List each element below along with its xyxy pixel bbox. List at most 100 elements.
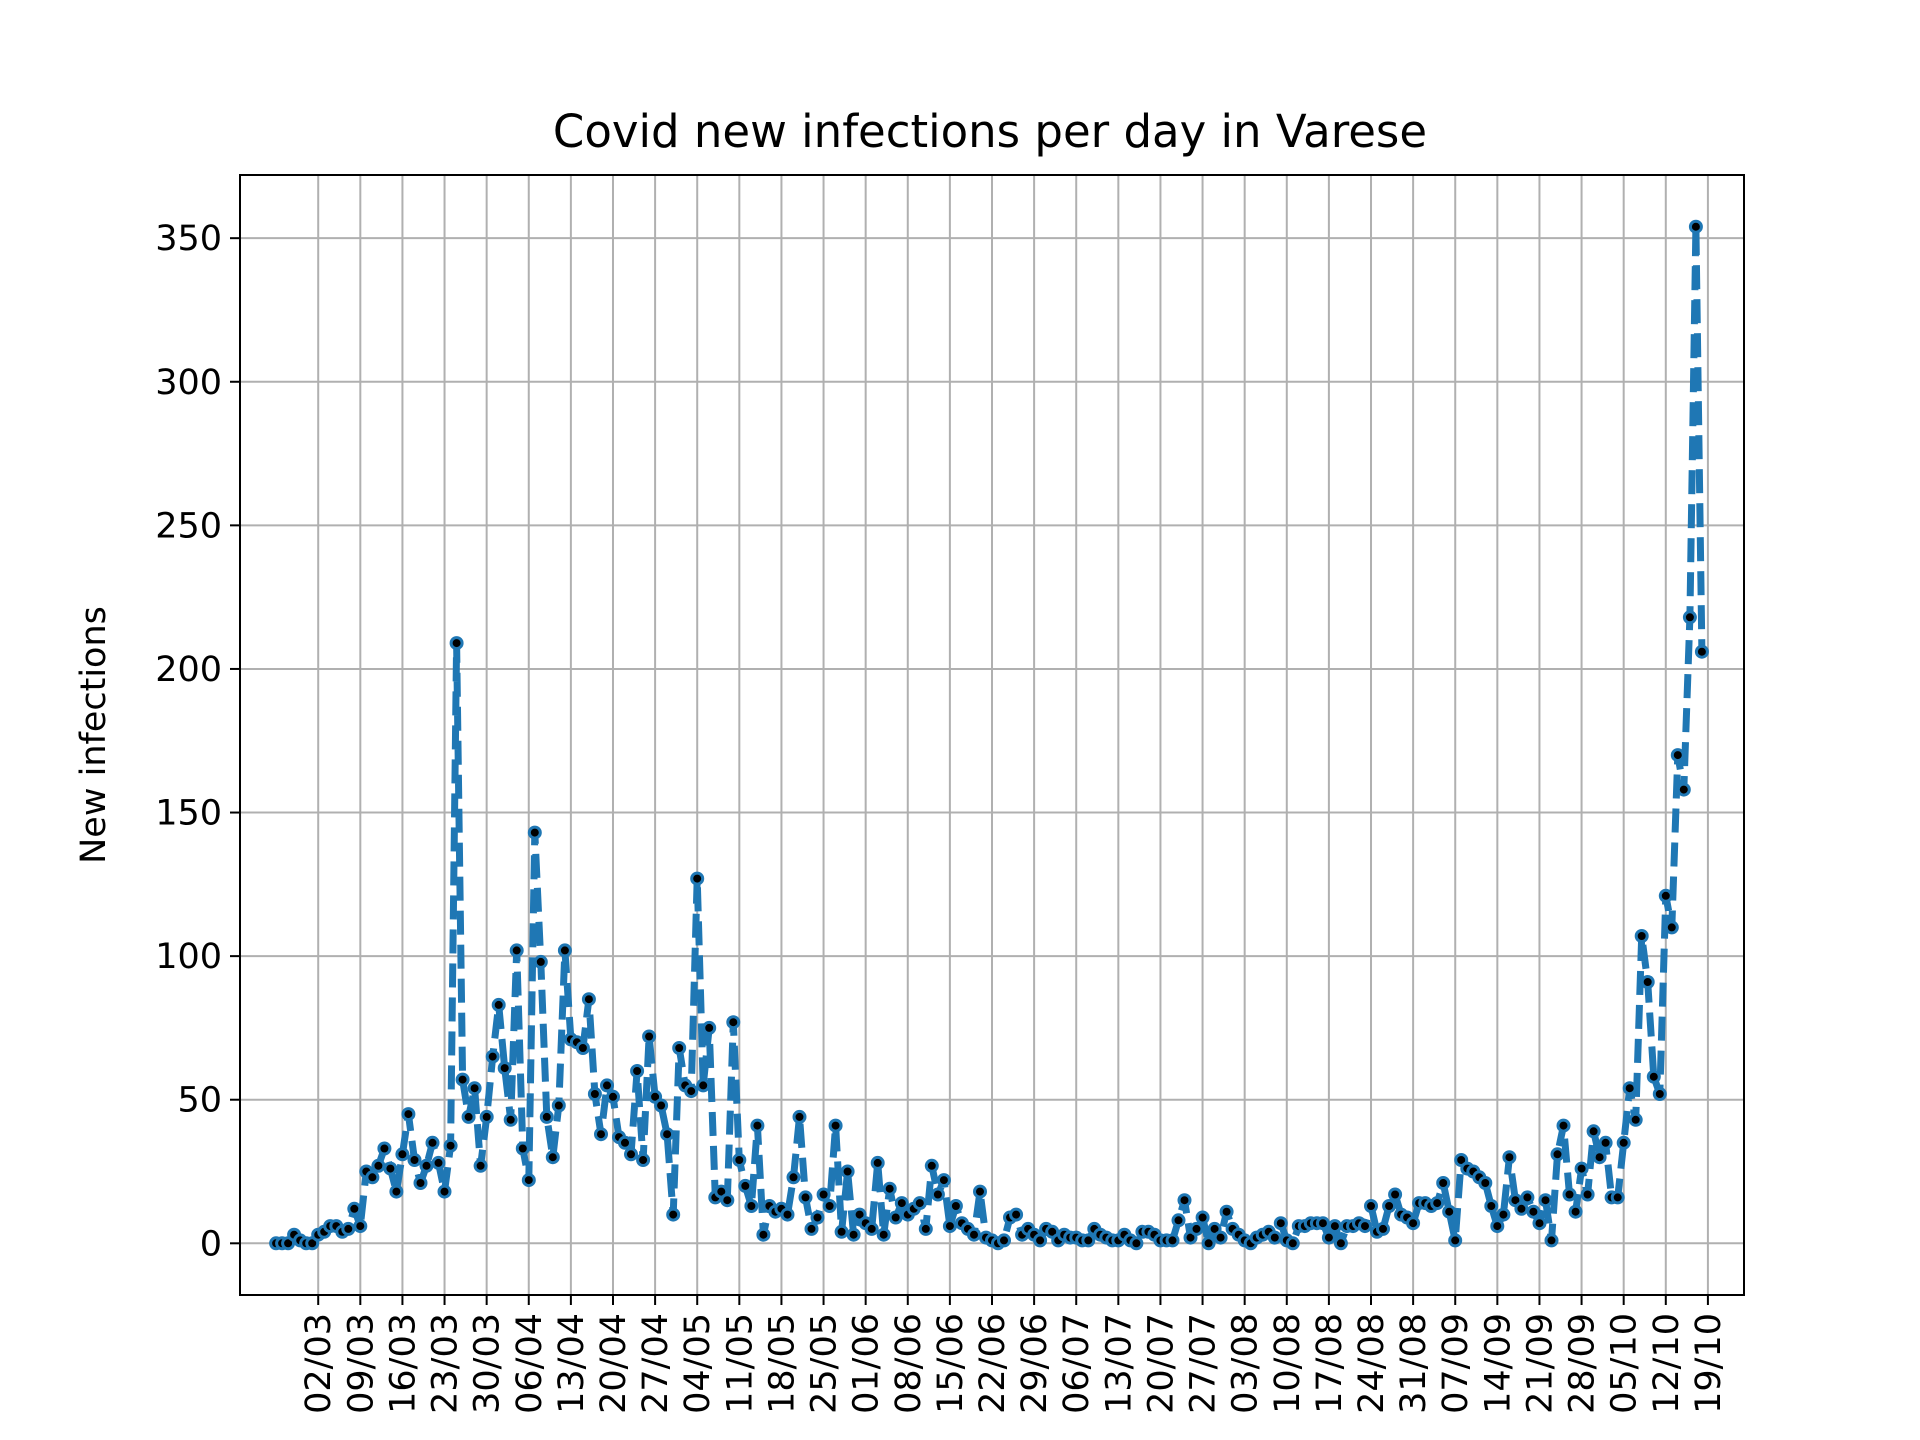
data-point xyxy=(545,1150,560,1165)
data-point xyxy=(1574,1161,1589,1176)
x-tick-label: 13/04 xyxy=(552,1313,592,1414)
data-point xyxy=(515,1141,530,1156)
data-point xyxy=(587,1087,602,1101)
data-point xyxy=(606,1089,620,1104)
data-point xyxy=(1562,1187,1577,1202)
data-point xyxy=(401,1107,416,1122)
data-point xyxy=(1406,1216,1421,1231)
x-tick-label: 14/09 xyxy=(1478,1313,1518,1414)
data-point xyxy=(1436,1176,1451,1190)
data-point xyxy=(1081,1233,1096,1248)
x-tick-label: 17/08 xyxy=(1310,1313,1350,1414)
data-point xyxy=(840,1164,855,1179)
data-point xyxy=(455,1072,470,1087)
data-point xyxy=(1219,1204,1234,1219)
data-point xyxy=(1195,1210,1210,1225)
x-tick-label: 10/08 xyxy=(1268,1313,1308,1414)
data-point xyxy=(816,1187,831,1202)
data-point xyxy=(1315,1216,1330,1231)
data-point xyxy=(1532,1216,1547,1231)
data-point xyxy=(1448,1233,1463,1248)
data-point xyxy=(437,1184,452,1199)
data-point xyxy=(690,871,705,886)
data-point xyxy=(732,1153,747,1167)
data-point xyxy=(1688,219,1703,234)
data-point xyxy=(443,1138,458,1153)
x-tick-label: 19/10 xyxy=(1689,1313,1729,1414)
data-point xyxy=(720,1193,735,1208)
y-tick-label: 200 xyxy=(155,650,222,690)
data-point xyxy=(467,1081,482,1096)
data-point xyxy=(1664,920,1679,935)
data-point xyxy=(473,1158,488,1173)
x-tick-label: 27/07 xyxy=(1184,1313,1224,1414)
x-tick-label: 29/06 xyxy=(1015,1313,1055,1414)
data-point xyxy=(419,1158,434,1173)
x-tick-label: 20/07 xyxy=(1141,1313,1181,1414)
data-point xyxy=(1358,1219,1372,1234)
data-point xyxy=(509,943,524,958)
data-point xyxy=(642,1029,657,1044)
x-tick-label: 06/04 xyxy=(510,1313,550,1414)
data-point xyxy=(497,1061,512,1076)
data-point xyxy=(1634,929,1649,943)
data-point xyxy=(967,1227,981,1242)
data-point xyxy=(1568,1204,1583,1219)
data-point xyxy=(575,1041,590,1055)
data-point xyxy=(1388,1187,1403,1202)
data-point xyxy=(1376,1221,1390,1236)
data-point xyxy=(371,1158,386,1173)
y-tick-label: 300 xyxy=(155,363,222,403)
data-point xyxy=(1285,1236,1300,1251)
x-tick-label: 15/06 xyxy=(931,1313,971,1414)
data-point xyxy=(594,1127,608,1142)
x-tick-label: 27/04 xyxy=(636,1313,676,1414)
data-point xyxy=(1430,1196,1445,1211)
data-point xyxy=(744,1199,759,1213)
y-tick-label: 0 xyxy=(200,1224,222,1264)
data-point xyxy=(461,1109,476,1124)
data-point xyxy=(1676,782,1691,797)
data-point xyxy=(1327,1219,1342,1234)
data-point xyxy=(1526,1204,1541,1219)
data-point xyxy=(1333,1236,1348,1251)
data-point xyxy=(804,1221,819,1236)
data-point xyxy=(702,1020,717,1035)
data-point xyxy=(600,1078,614,1093)
data-point xyxy=(624,1147,638,1162)
data-point xyxy=(822,1199,837,1213)
data-point xyxy=(1658,888,1673,903)
x-tick-label: 04/05 xyxy=(678,1313,718,1414)
data-point xyxy=(726,1015,741,1030)
data-point xyxy=(828,1118,843,1133)
data-point xyxy=(503,1112,518,1127)
y-tick-label: 50 xyxy=(177,1081,222,1121)
data-point xyxy=(924,1158,939,1173)
data-point xyxy=(1580,1187,1595,1202)
series-markers xyxy=(269,219,1709,1251)
data-point xyxy=(1544,1233,1559,1248)
x-tick-label: 01/06 xyxy=(847,1313,887,1414)
data-point xyxy=(1478,1176,1493,1190)
data-point xyxy=(389,1184,404,1199)
data-point xyxy=(479,1109,494,1124)
data-point xyxy=(1171,1213,1186,1228)
data-point xyxy=(750,1118,765,1133)
data-point xyxy=(1622,1081,1637,1096)
data-point xyxy=(1273,1216,1288,1231)
data-point xyxy=(696,1078,711,1093)
data-point xyxy=(936,1173,951,1188)
data-point xyxy=(407,1153,422,1167)
data-point xyxy=(672,1041,687,1055)
data-point xyxy=(1496,1207,1511,1222)
data-point xyxy=(660,1127,675,1142)
data-point xyxy=(846,1227,861,1242)
data-point xyxy=(425,1135,440,1150)
data-point xyxy=(1640,975,1655,989)
data-point xyxy=(521,1173,536,1188)
data-point xyxy=(973,1184,987,1199)
data-point xyxy=(948,1199,963,1213)
data-point xyxy=(1550,1147,1565,1162)
data-point xyxy=(738,1178,753,1193)
data-point xyxy=(1670,748,1685,763)
